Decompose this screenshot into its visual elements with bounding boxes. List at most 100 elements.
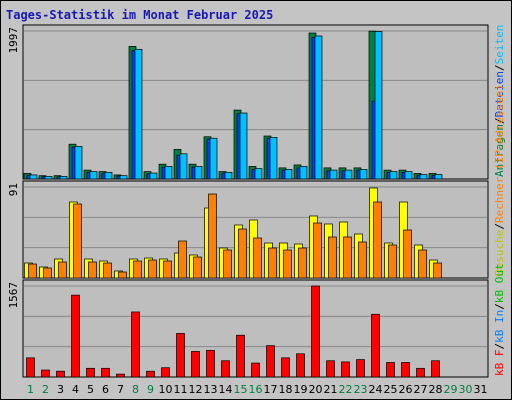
x-tick-label: 27: [414, 383, 428, 396]
bar-seiten-day-28: [434, 174, 443, 180]
bar-rechner-ip-adressen--day-18: [283, 249, 292, 279]
bar-seiten-day-4: [74, 146, 83, 180]
x-tick-label: 13: [204, 383, 218, 396]
bar-seiten-day-3: [59, 176, 68, 180]
x-tick-label: 9: [147, 383, 154, 396]
bar-kb-f-day-22: [341, 361, 350, 378]
x-tick-label: 25: [384, 383, 398, 396]
bar-rechner-ip-adressen--day-27: [418, 249, 427, 279]
x-tick-label: 4: [72, 383, 79, 396]
x-tick-label: 12: [189, 383, 203, 396]
x-tick-label: 17: [264, 383, 278, 396]
bar-kb-f-day-14: [221, 360, 230, 378]
legend-entry: kB Out: [493, 263, 506, 303]
x-tick-label: 7: [117, 383, 124, 396]
bar-kb-f-day-24: [371, 313, 380, 378]
bar-rechner-ip-adressen--day-22: [343, 236, 352, 279]
x-tick-label: 20: [309, 383, 323, 396]
bar-seiten-day-1: [29, 174, 38, 180]
bar-rechner-ip-adressen--day-28: [433, 262, 442, 279]
legend-entry: /: [493, 64, 506, 71]
x-tick-label: 18: [279, 383, 293, 396]
x-tick-label: 2: [42, 383, 49, 396]
bar-rechner-ip-adressen--day-20: [313, 222, 322, 279]
bar-rechner-ip-adressen--day-10: [163, 260, 172, 279]
x-tick-label: 1: [27, 383, 34, 396]
legend-entry: kB In: [493, 310, 506, 343]
bar-seiten-day-5: [89, 171, 98, 180]
bar-kb-f-day-27: [416, 367, 425, 378]
bar-seiten-day-24: [374, 31, 383, 180]
bar-kb-f-day-12: [191, 351, 200, 378]
bar-rechner-ip-adressen--day-8: [133, 260, 142, 279]
bar-seiten-day-22: [344, 169, 353, 180]
legend-entry: Rechner (IP-Adressen): [493, 84, 506, 223]
x-tick-label: 31: [474, 383, 488, 396]
panel-1-ymax-label: 1997: [7, 27, 20, 54]
bar-kb-f-day-1: [26, 357, 35, 378]
bar-kb-f-day-20: [311, 285, 320, 378]
bar-kb-f-day-28: [431, 360, 440, 378]
bar-rechner-ip-adressen--day-4: [73, 203, 82, 279]
legend-entry: Seiten: [493, 25, 506, 65]
bar-seiten-day-12: [194, 166, 203, 180]
x-tick-label: 28: [429, 383, 443, 396]
bar-rechner-ip-adressen--day-2: [43, 267, 52, 279]
x-tick-label: 30: [459, 383, 473, 396]
x-tick-label: 29: [444, 383, 458, 396]
bar-rechner-ip-adressen--day-3: [58, 261, 67, 279]
bar-seiten-day-13: [209, 137, 218, 180]
bar-seiten-day-10: [164, 166, 173, 180]
legend-entry: Dateien: [493, 71, 506, 117]
bar-kb-f-day-6: [101, 367, 110, 378]
bar-seiten-day-18: [284, 169, 293, 180]
bar-rechner-ip-adressen--day-24: [373, 201, 382, 279]
legend-entry: /: [493, 343, 506, 350]
x-tick-label: 10: [159, 383, 173, 396]
bar-seiten-day-16: [254, 168, 263, 180]
bar-rechner-ip-adressen--day-21: [328, 236, 337, 279]
bar-seiten-day-9: [149, 172, 158, 180]
x-tick-label: 8: [132, 383, 139, 396]
bar-seiten-day-25: [389, 171, 398, 180]
legend-entry: Besuche: [493, 230, 506, 276]
bar-rechner-ip-adressen--day-26: [403, 229, 412, 279]
legend-entry: kB F: [493, 350, 506, 377]
bar-kb-f-day-18: [281, 357, 290, 378]
legend-bottom: kB F/kB In/kB Out: [493, 263, 506, 376]
bar-kb-f-day-25: [386, 362, 395, 378]
bar-rechner-ip-adressen--day-7: [118, 271, 127, 279]
x-tick-label: 3: [57, 383, 64, 396]
bar-seiten-day-7: [119, 175, 128, 180]
bar-rechner-ip-adressen--day-9: [148, 259, 157, 279]
bar-seiten-day-19: [299, 166, 308, 180]
bar-rechner-ip-adressen--day-15: [238, 228, 247, 279]
bar-rechner-ip-adressen--day-12: [193, 256, 202, 279]
bar-seiten-day-11: [179, 153, 188, 180]
bar-rechner-ip-adressen--day-5: [88, 261, 97, 279]
x-tick-label: 24: [369, 383, 383, 396]
bar-kb-f-day-23: [356, 359, 365, 378]
legend-entry: /: [493, 117, 506, 124]
bar-seiten-day-14: [224, 171, 233, 180]
bar-seiten-day-27: [419, 174, 428, 180]
bar-seiten-day-23: [359, 169, 368, 180]
legend-middle: Besuche/Rechner (IP-Adressen): [493, 84, 506, 276]
x-tick-label: 23: [354, 383, 368, 396]
bar-kb-f-day-2: [41, 369, 50, 378]
bar-kb-f-day-17: [266, 345, 275, 378]
bar-seiten-day-20: [314, 35, 323, 180]
legend-top: Anfragen/Dateien/Seiten: [493, 25, 506, 177]
bar-kb-f-day-15: [236, 334, 245, 378]
bar-kb-f-day-7: [116, 373, 125, 378]
bar-kb-f-day-26: [401, 362, 410, 378]
bar-seiten-day-17: [269, 137, 278, 180]
bar-kb-f-day-11: [176, 333, 185, 378]
panel-3-background: [22, 279, 489, 378]
legend-entry: /: [493, 223, 506, 230]
x-tick-label: 16: [249, 383, 263, 396]
x-tick-label: 21: [324, 383, 338, 396]
bar-kb-f-day-19: [296, 353, 305, 378]
bar-rechner-ip-adressen--day-16: [253, 237, 262, 279]
